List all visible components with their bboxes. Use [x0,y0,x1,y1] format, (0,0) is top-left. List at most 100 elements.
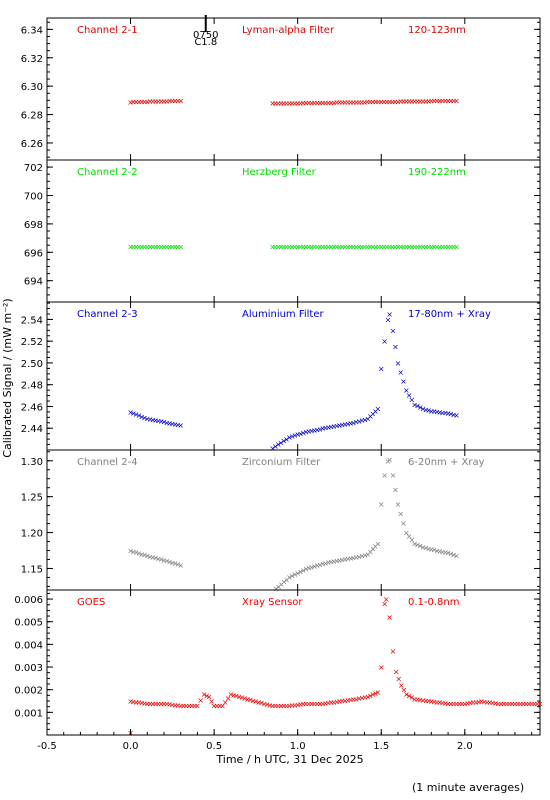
data-point: × [350,553,357,562]
data-point: × [177,561,184,570]
y-tick-label: 2.48 [21,381,43,392]
data-point: × [347,696,354,705]
data-point: × [333,243,340,252]
data-point: × [314,425,321,434]
data-point: × [414,97,421,106]
data-point: × [347,243,354,252]
data-point: × [442,409,449,418]
panel-label: Channel 2-2 [77,167,138,178]
data-point: × [356,98,363,107]
data-point: × [294,700,301,709]
data-point: × [247,696,254,705]
data-point: × [356,694,363,703]
data-point: × [147,97,154,106]
data-point: × [392,485,399,494]
data-point: × [289,572,296,581]
data-point: × [328,243,335,252]
data-point: × [319,98,326,107]
data-point: × [375,243,382,252]
data-point: × [227,690,234,699]
data-point: × [347,419,354,428]
data-point: × [175,96,182,105]
y-tick-label: 1.15 [21,564,43,575]
data-point: × [365,550,372,559]
data-point: × [133,243,140,252]
data-point: × [383,595,390,604]
data-point: × [141,413,148,422]
data-point: × [258,699,265,708]
data-point: × [155,417,162,426]
data-point: × [294,243,301,252]
data-point: × [434,243,441,252]
data-point: × [169,700,176,709]
data-point: × [512,699,519,708]
data-point: × [406,692,413,701]
data-point: × [428,407,435,416]
data-point: × [362,693,369,702]
data-point: × [208,697,215,706]
data-point: × [400,519,407,528]
data-point: × [133,410,140,419]
data-point: × [138,243,145,252]
data-point: × [317,243,324,252]
data-point: × [353,243,360,252]
data-point: × [147,552,154,561]
data-point: × [358,98,365,107]
data-point: × [280,99,287,108]
data-point: × [328,423,335,432]
data-point: × [206,692,213,701]
data-point: × [390,647,397,656]
data-point: × [161,97,168,106]
data-point: × [467,699,474,708]
data-point: × [141,243,148,252]
data-point: × [422,696,429,705]
data-point: × [177,702,184,711]
data-point: × [434,408,441,417]
data-point: × [422,97,429,106]
data-point: × [390,471,397,480]
data-point: × [283,99,290,108]
data-point: × [127,98,134,107]
data-point: × [169,243,176,252]
data-point: × [353,695,360,704]
data-point: × [442,548,449,557]
data-point: × [147,415,154,424]
data-point: × [175,243,182,252]
data-point: × [365,692,372,701]
data-point: × [425,544,432,553]
data-point: × [280,437,287,446]
data-point: × [350,418,357,427]
panel-2: 2.44 2.46 2.48 2.50 2.52 2.54 Channel 2-3 Alumi… [21,301,541,453]
data-point: × [403,690,410,699]
data-point: × [392,97,399,106]
data-point: × [411,695,418,704]
data-point: × [163,700,170,709]
data-point: × [461,699,468,708]
data-point: × [319,699,326,708]
data-point: × [273,585,280,594]
data-point: × [390,326,397,335]
data-point: × [397,509,404,518]
data-point: × [350,243,357,252]
data-point: × [445,96,452,105]
data-point: × [286,99,293,108]
data-point: × [431,546,438,555]
y-tick-label: 1.20 [21,529,43,540]
data-point: × [370,410,377,419]
data-point: × [161,243,168,252]
data-point: × [127,697,134,706]
panel-3: 1.15 1.20 1.25 1.30 Channel 2-4 Zirconium Fil… [21,449,541,594]
data-point: × [453,411,460,420]
data-point: × [400,377,407,386]
data-point: × [201,690,208,699]
x-tick-label: 1.5 [373,741,389,752]
data-point: × [161,699,168,708]
data-point: × [158,97,165,106]
x-tick-label: 1.0 [290,741,306,752]
data-point: × [381,243,388,252]
data-point: × [322,699,329,708]
data-point: × [397,243,404,252]
data-point: × [342,420,349,429]
data-point: × [136,411,143,420]
data-point: × [420,405,427,414]
